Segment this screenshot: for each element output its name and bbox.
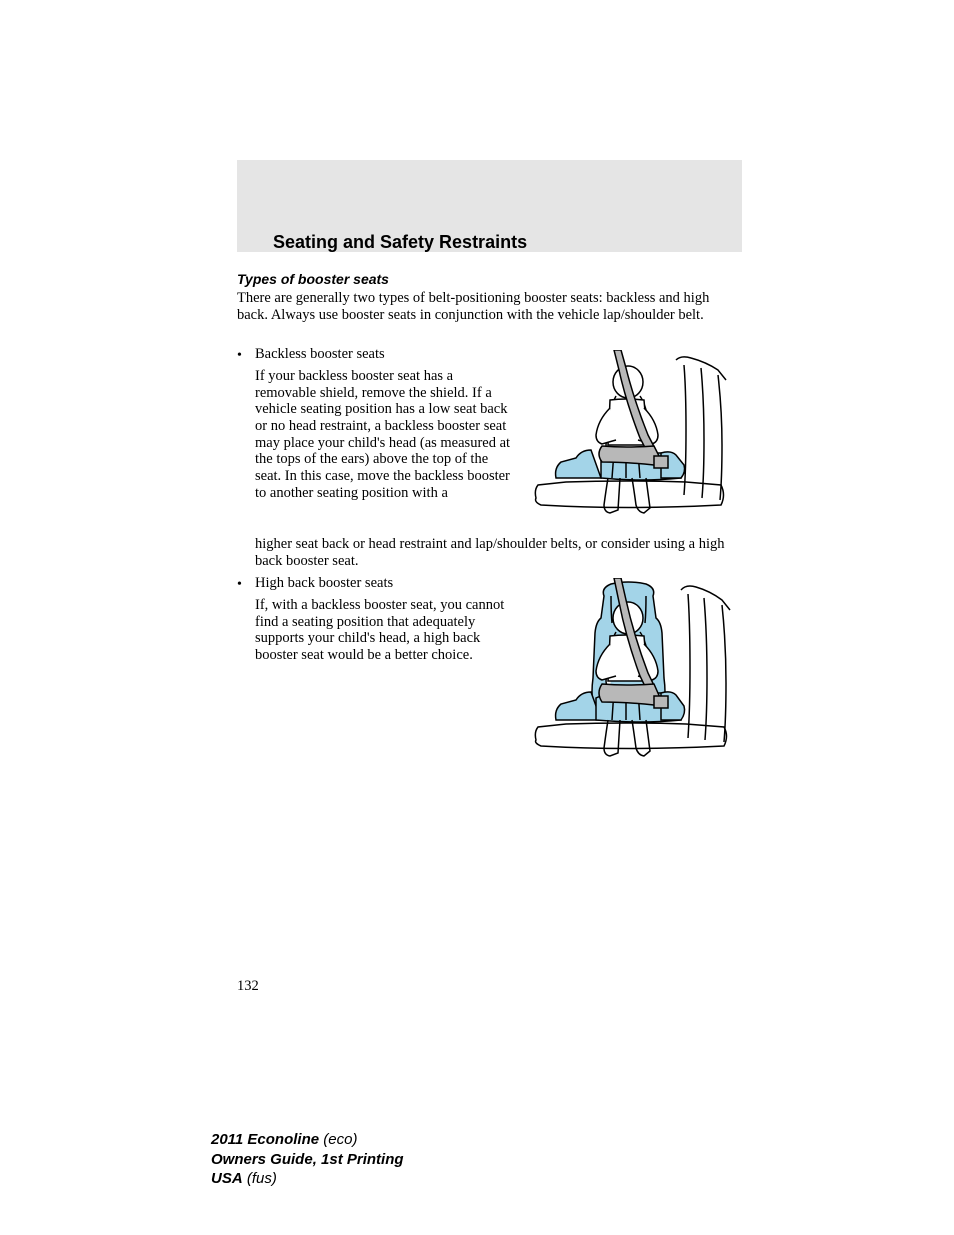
bullet-label: High back booster seats: [255, 575, 393, 592]
subheading: Types of booster seats: [237, 271, 389, 287]
bullet-body-narrow: If, with a backless booster seat, you ca…: [255, 597, 515, 664]
bullet-body-narrow: If your backless booster seat has a remo…: [255, 368, 515, 501]
section-title: Seating and Safety Restraints: [273, 232, 527, 253]
bullet-dot-icon: •: [237, 348, 242, 364]
footer-block: 2011 Econoline (eco) Owners Guide, 1st P…: [211, 1130, 404, 1189]
footer-region-code: (fus): [243, 1170, 277, 1187]
bullet-label: Backless booster seats: [255, 346, 385, 363]
footer-model: 2011 Econoline: [211, 1131, 319, 1148]
bullet-dot-icon: •: [237, 577, 242, 593]
page-number: 132: [237, 978, 259, 995]
footer-line-1: 2011 Econoline (eco): [211, 1130, 404, 1150]
footer-line-3: USA (fus): [211, 1169, 404, 1189]
intro-paragraph: There are generally two types of belt-po…: [237, 290, 742, 323]
footer-line-2: Owners Guide, 1st Printing: [211, 1150, 404, 1170]
figure-backless-booster: [526, 350, 742, 525]
figure-highback-booster: [526, 578, 742, 773]
bullet-body-wide: higher seat back or head restraint and l…: [255, 536, 742, 569]
footer-model-code: (eco): [319, 1131, 357, 1148]
footer-region: USA: [211, 1170, 243, 1187]
